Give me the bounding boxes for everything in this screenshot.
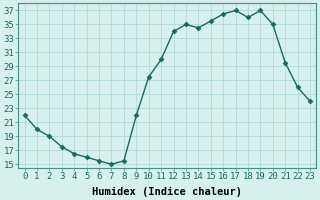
X-axis label: Humidex (Indice chaleur): Humidex (Indice chaleur) (92, 186, 242, 197)
